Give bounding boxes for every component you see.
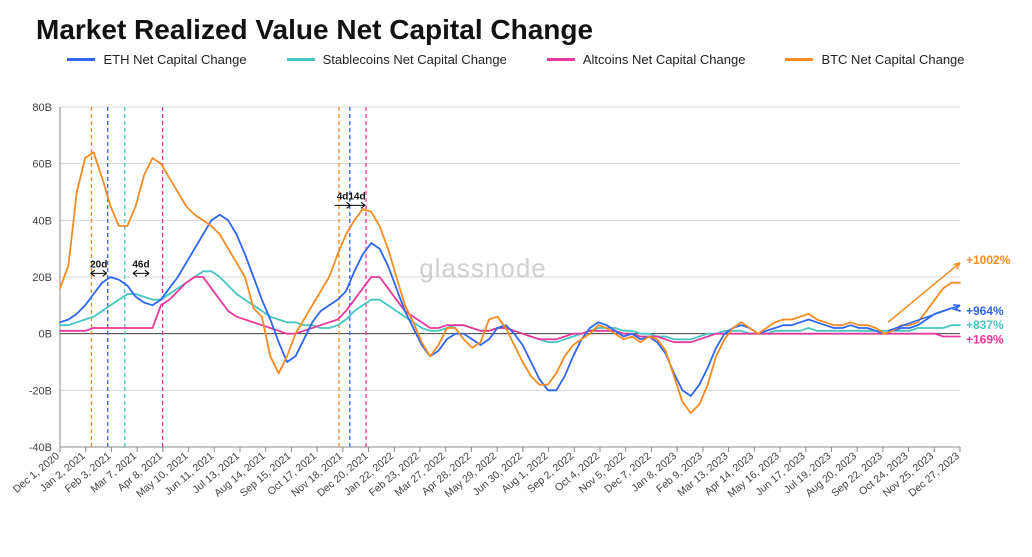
legend: ETH Net Capital Change Stablecoins Net C… xyxy=(0,52,1032,67)
end-badge: +837% xyxy=(966,318,1004,332)
svg-text:20d: 20d xyxy=(90,259,107,270)
legend-label: Stablecoins Net Capital Change xyxy=(323,52,507,67)
legend-swatch-eth xyxy=(67,58,95,61)
watermark: glassnode xyxy=(419,253,547,283)
svg-text:80B: 80B xyxy=(32,102,52,114)
legend-item-alt: Altcoins Net Capital Change xyxy=(547,52,746,67)
legend-item-stable: Stablecoins Net Capital Change xyxy=(287,52,507,67)
svg-text:46d: 46d xyxy=(132,259,149,270)
svg-text:60B: 60B xyxy=(32,159,52,171)
svg-text:4d: 4d xyxy=(337,191,349,202)
legend-swatch-btc xyxy=(785,58,813,61)
svg-text:-40B: -40B xyxy=(29,442,52,454)
legend-swatch-alt xyxy=(547,58,575,61)
legend-item-btc: BTC Net Capital Change xyxy=(785,52,964,67)
series-alt xyxy=(60,277,960,342)
legend-item-eth: ETH Net Capital Change xyxy=(67,52,246,67)
series-eth xyxy=(60,215,960,396)
svg-text:40B: 40B xyxy=(32,215,52,227)
svg-text:14d: 14d xyxy=(348,191,365,202)
svg-text:0B: 0B xyxy=(39,329,52,341)
end-badge: +1002% xyxy=(966,253,1011,267)
legend-swatch-stable xyxy=(287,58,315,61)
legend-label: ETH Net Capital Change xyxy=(103,52,246,67)
end-badge: +964% xyxy=(966,304,1004,318)
end-badge: +169% xyxy=(966,332,1004,346)
page-title: Market Realized Value Net Capital Change xyxy=(36,14,1032,46)
svg-text:-20B: -20B xyxy=(29,385,52,397)
legend-label: BTC Net Capital Change xyxy=(821,52,964,67)
chart-svg: -40B-20B0B20B40B60B80BDec 1, 2020Jan 2, … xyxy=(0,67,1032,547)
svg-text:20B: 20B xyxy=(32,272,52,284)
legend-label: Altcoins Net Capital Change xyxy=(583,52,746,67)
chart-area: -40B-20B0B20B40B60B80BDec 1, 2020Jan 2, … xyxy=(0,67,1032,557)
